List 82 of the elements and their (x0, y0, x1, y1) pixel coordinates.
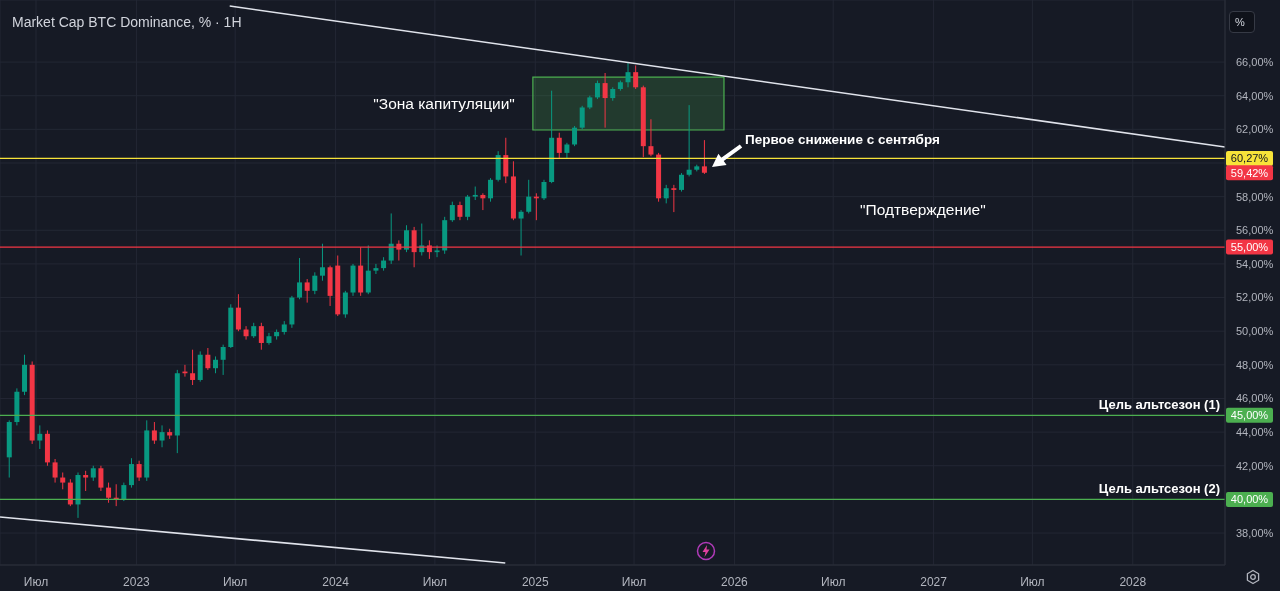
candlestick (488, 177, 494, 203)
candlestick (625, 62, 631, 88)
candlestick (373, 263, 379, 275)
band-label: "Зона капитуляции" (373, 95, 515, 113)
x-tick-label: 2025 (521, 574, 549, 589)
x-tick-label: 2023 (123, 574, 151, 589)
candlestick (594, 80, 600, 100)
annotation: Цель альтсезон (1) (1098, 396, 1220, 413)
candlestick (304, 278, 310, 304)
y-tick-label: 48,00% (1236, 358, 1274, 371)
ref-line-label: 45,00% (1230, 409, 1269, 422)
candlestick (602, 72, 608, 129)
candlestick (52, 458, 58, 484)
x-tick-label: 2026 (721, 574, 749, 589)
candlestick (579, 105, 585, 130)
percent-button: % (1229, 11, 1255, 33)
candlestick (686, 104, 692, 177)
y-tick-label: 50,00% (1236, 325, 1274, 338)
y-tick-label: 54,00% (1236, 257, 1274, 270)
x-tick-label: Июл (1020, 574, 1045, 589)
text: Market Cap BTC Dominance, % · 1H (12, 14, 242, 31)
y-tick-label: 44,00% (1236, 426, 1274, 439)
x-tick-label: 2028 (1119, 574, 1147, 589)
candlestick (556, 132, 562, 159)
candlestick (235, 293, 241, 332)
candlestick (205, 347, 211, 371)
y-tick-label: 62,00% (1236, 123, 1274, 136)
candlestick (465, 194, 471, 221)
candlestick (671, 184, 677, 213)
x-tick-label: Июл (222, 574, 248, 589)
y-tick-label: 56,00% (1236, 224, 1274, 237)
y-tick-label: 38,00% (1236, 526, 1274, 539)
candlestick (98, 465, 104, 492)
text: 59,42% (1230, 166, 1269, 179)
candlestick (319, 243, 325, 282)
y-tick-label: 52,00% (1236, 291, 1274, 304)
candlestick (648, 118, 654, 157)
candlestick (190, 349, 196, 386)
annotation: "Подтверждение" (860, 201, 986, 218)
x-tick-label: Июл (821, 574, 846, 589)
candlestick (526, 179, 532, 214)
annotation: Цель альтсезон (2) (1098, 480, 1220, 497)
candlestick (449, 201, 455, 223)
candlestick (572, 125, 578, 147)
candlestick (151, 421, 157, 445)
candlestick (106, 482, 112, 504)
candlestick (136, 460, 142, 482)
y-tick-label: 58,00% (1236, 190, 1274, 203)
x-tick-label: Июл (422, 574, 448, 589)
x-tick-label: 2024 (322, 574, 350, 589)
candlestick (403, 224, 409, 253)
candlestick (541, 179, 547, 201)
candlestick (67, 478, 73, 507)
candlestick (701, 139, 707, 175)
annotation: Первое снижение с сентября (745, 131, 940, 148)
ref-line-label: 60,27% (1230, 152, 1269, 165)
candlestick (457, 201, 463, 221)
y-tick-label: 66,00% (1236, 55, 1274, 68)
x-tick-label: Июл (621, 574, 647, 589)
candlestick (83, 470, 89, 492)
candlestick (503, 137, 509, 184)
candlestick (312, 271, 318, 295)
ref-line-label: 55,00% (1230, 240, 1269, 253)
candlestick (679, 172, 684, 193)
candlestick (258, 322, 264, 351)
candlestick (663, 184, 669, 204)
candlestick (434, 244, 440, 258)
candlestick (37, 424, 43, 450)
y-tick-label: 46,00% (1236, 392, 1274, 405)
candlestick (220, 344, 226, 376)
candlestick (121, 482, 127, 502)
y-tick-label: 42,00% (1236, 459, 1274, 472)
x-tick-label: 2027 (920, 574, 948, 589)
candlestick (297, 257, 303, 300)
candlestick (342, 290, 348, 319)
y-tick-label: 64,00% (1236, 89, 1274, 102)
candlestick (159, 424, 165, 448)
x-tick-label: Июл (23, 574, 49, 589)
candlestick (128, 457, 134, 489)
candlestick (365, 244, 371, 295)
ref-line-label: 40,00% (1230, 493, 1269, 506)
candlestick (633, 64, 639, 90)
